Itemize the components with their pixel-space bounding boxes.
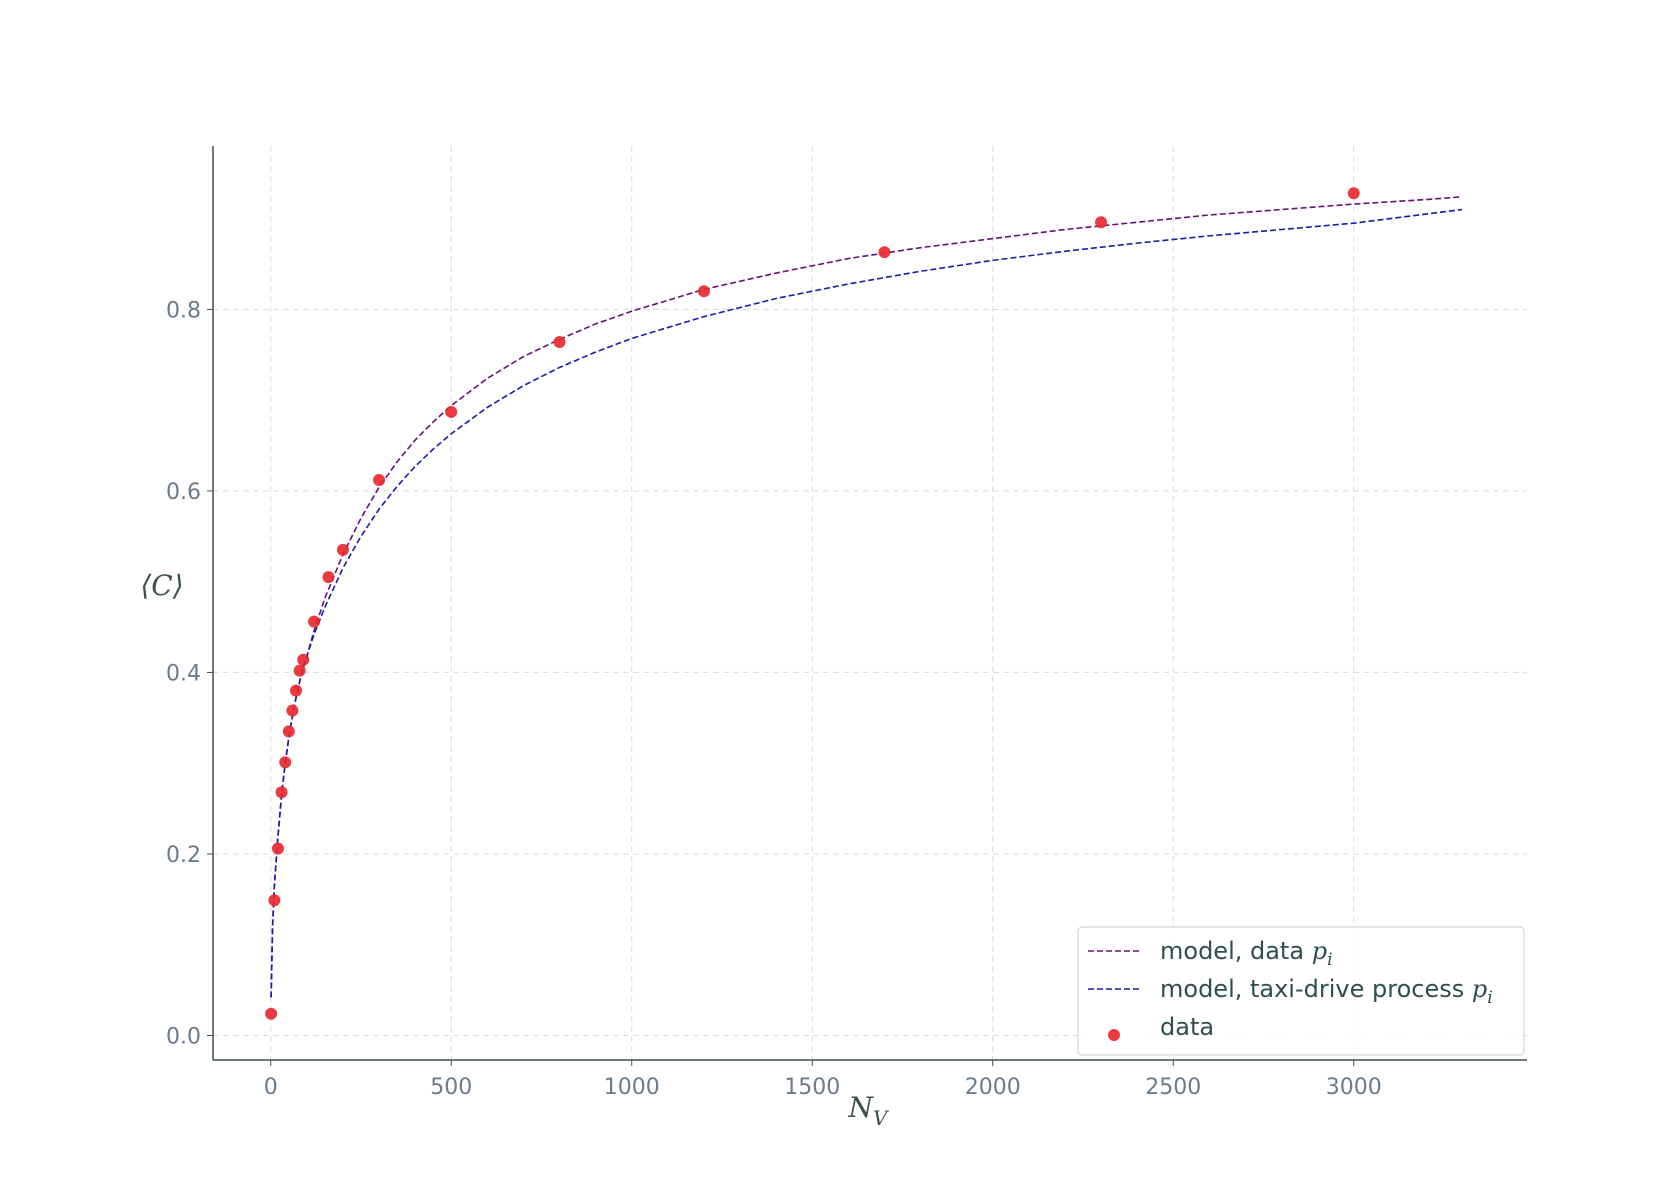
data-points [265, 187, 1360, 1020]
x-axis-title: NV [848, 1091, 891, 1130]
x-tick-label: 2500 [1145, 1075, 1201, 1100]
y-tick-label: 0.2 [166, 843, 201, 868]
axes [212, 146, 1527, 1061]
data-point [275, 786, 288, 799]
legend-entry-2: data [1160, 1013, 1214, 1041]
data-point [286, 704, 299, 717]
x-axis-title-main: N [848, 1091, 875, 1124]
data-point [268, 894, 281, 907]
x-tick-label: 500 [430, 1075, 472, 1100]
x-tick-label: 1000 [604, 1075, 660, 1100]
data-point [271, 842, 284, 855]
data-point [322, 571, 335, 584]
x-tick-label: 3000 [1326, 1075, 1382, 1100]
data-point [308, 615, 321, 628]
x-axis-title-sub: V [873, 1106, 890, 1130]
tick-labels: 0 500 1000 1500 2000 2500 3000 0.0 0.2 0.4 0.6 0.8 [166, 298, 1382, 1100]
data-point [297, 653, 310, 666]
y-tick-label: 0.4 [166, 661, 201, 686]
data-point [878, 246, 891, 259]
legend-math: p [1472, 975, 1487, 1003]
data-point [279, 756, 292, 769]
data-point [265, 1007, 278, 1020]
data-point [1347, 187, 1360, 200]
legend-label: model, data [1160, 937, 1312, 965]
legend-math: p [1312, 937, 1327, 965]
y-tick-label: 0.8 [166, 298, 201, 323]
data-point [282, 725, 295, 738]
data-point [336, 543, 349, 556]
x-tick-label: 2000 [965, 1075, 1021, 1100]
x-tick-label: 1500 [784, 1075, 840, 1100]
y-tick-label: 0.0 [166, 1024, 201, 1049]
legend-label: data [1160, 1013, 1214, 1041]
legend-math-sub: i [1487, 988, 1492, 1008]
legend-box [1077, 926, 1525, 1056]
data-point [445, 405, 458, 418]
legend-math-sub: i [1327, 950, 1332, 970]
data-point [290, 684, 303, 697]
legend-entry-0: model, data pi [1160, 937, 1333, 970]
legend-swatch-point [1108, 1029, 1120, 1041]
y-tick-label: 0.6 [166, 480, 201, 505]
data-point [373, 474, 386, 487]
legend-entry-1: model, taxi-drive process pi [1160, 975, 1493, 1008]
data-point [293, 664, 306, 677]
data-point [1095, 216, 1108, 229]
data-point [697, 285, 710, 298]
legend-label: model, taxi-drive process [1160, 975, 1472, 1003]
data-point [553, 336, 566, 349]
y-axis-title: ⟨C⟩ [140, 569, 183, 602]
x-tick-label: 0 [264, 1075, 278, 1100]
